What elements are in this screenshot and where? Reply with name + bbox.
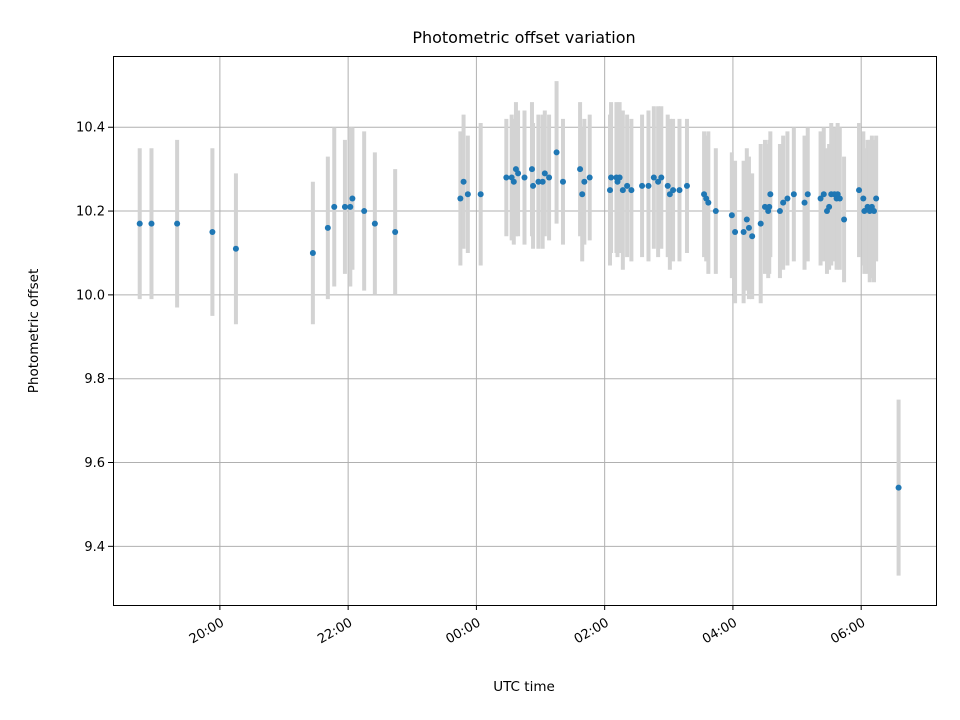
data-point (728, 212, 735, 219)
data-point (361, 208, 368, 215)
data-point (766, 203, 773, 210)
data-point (895, 484, 902, 491)
data-point (309, 249, 316, 256)
data-point (767, 191, 774, 198)
data-point (873, 195, 880, 202)
data-point (559, 178, 566, 185)
data-point (628, 187, 635, 194)
data-point (477, 191, 484, 198)
data-point (826, 203, 833, 210)
grid (113, 56, 936, 605)
data-point (676, 187, 683, 194)
data-point (539, 178, 546, 185)
data-point (371, 220, 378, 227)
y-tick-label: 10.4 (76, 121, 105, 136)
data-point (174, 220, 181, 227)
data-point (804, 191, 811, 198)
data-point (743, 216, 750, 223)
data-point (581, 178, 588, 185)
data-point (541, 170, 548, 177)
data-point (761, 203, 768, 210)
data-point (586, 174, 593, 181)
y-tick-label: 10.0 (76, 288, 105, 303)
data-point (521, 174, 528, 181)
data-point (860, 195, 867, 202)
data-point (732, 229, 739, 236)
data-point (801, 199, 808, 206)
y-tick-label: 9.6 (84, 456, 105, 471)
data-point (861, 208, 868, 215)
data-point (817, 195, 824, 202)
chart-title: Photometric offset variation (412, 28, 635, 47)
data-point (757, 220, 764, 227)
data-point (616, 174, 623, 181)
data-point (745, 224, 752, 231)
y-axis: 9.4 9.6 9.8 10.0 10.2 10.4 (76, 121, 113, 555)
data-point (705, 199, 712, 206)
data-point (619, 187, 626, 194)
data-point (683, 182, 690, 189)
data-point (331, 203, 338, 210)
data-point (347, 203, 354, 210)
data-point (784, 195, 791, 202)
data-point (666, 191, 673, 198)
data-point (871, 208, 878, 215)
data-point (790, 191, 797, 198)
data-point (464, 191, 471, 198)
data-point (503, 174, 510, 181)
x-axis-label: UTC time (493, 679, 555, 695)
data-point (553, 149, 560, 156)
data-point (457, 195, 464, 202)
data-point (624, 182, 631, 189)
data-point (510, 178, 517, 185)
data-point (740, 229, 747, 236)
data-point (820, 191, 827, 198)
data-point (579, 191, 586, 198)
data-point (841, 216, 848, 223)
data-point (148, 220, 155, 227)
data-point (780, 199, 787, 206)
data-point (528, 166, 535, 173)
data-point (341, 203, 348, 210)
data-point (658, 174, 665, 181)
y-tick-label: 9.8 (84, 372, 105, 387)
data-point (546, 174, 553, 181)
data-point (232, 245, 239, 252)
data-point (712, 208, 719, 215)
data-point (749, 233, 756, 240)
y-tick-label: 9.4 (84, 540, 105, 555)
data-point (392, 229, 399, 236)
data-point (670, 187, 677, 194)
data-point (608, 174, 615, 181)
data-point (664, 182, 671, 189)
data-point (650, 174, 657, 181)
data-points (136, 149, 902, 491)
data-point (836, 195, 843, 202)
data-point (776, 208, 783, 215)
y-axis-label: Photometric offset (26, 269, 42, 393)
plot-frame (113, 56, 937, 606)
data-point (607, 187, 614, 194)
data-point (639, 182, 646, 189)
data-point (856, 187, 863, 194)
data-point (349, 195, 356, 202)
data-point (535, 178, 542, 185)
y-tick-label: 10.2 (76, 205, 105, 220)
data-point (515, 170, 522, 177)
data-point (530, 182, 537, 189)
data-point (324, 224, 331, 231)
data-point (209, 229, 216, 236)
data-point (655, 178, 662, 185)
data-point (645, 182, 652, 189)
data-point (136, 220, 143, 227)
data-point (460, 178, 467, 185)
data-point (577, 166, 584, 173)
